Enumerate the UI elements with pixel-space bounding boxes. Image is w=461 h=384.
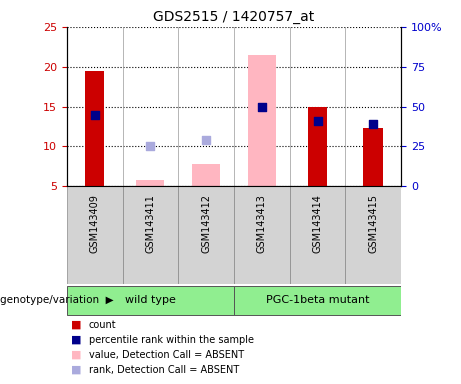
- Text: GSM143413: GSM143413: [257, 194, 267, 253]
- Bar: [136, 180, 164, 186]
- Text: rank, Detection Call = ABSENT: rank, Detection Call = ABSENT: [89, 365, 239, 375]
- Text: genotype/variation  ▶: genotype/variation ▶: [0, 295, 113, 306]
- Bar: [67, 186, 123, 284]
- Text: count: count: [89, 320, 117, 330]
- Bar: [178, 186, 234, 284]
- Text: GSM143409: GSM143409: [90, 194, 100, 253]
- Text: ■: ■: [71, 350, 82, 360]
- Title: GDS2515 / 1420757_at: GDS2515 / 1420757_at: [154, 10, 314, 25]
- Point: [91, 111, 98, 118]
- Text: GSM143411: GSM143411: [145, 194, 155, 253]
- Bar: [85, 71, 105, 186]
- Text: ■: ■: [71, 335, 82, 345]
- Bar: [248, 55, 276, 186]
- Text: PGC-1beta mutant: PGC-1beta mutant: [266, 295, 369, 306]
- Point: [202, 137, 210, 143]
- Text: percentile rank within the sample: percentile rank within the sample: [89, 335, 254, 345]
- Text: wild type: wild type: [125, 295, 176, 306]
- Bar: [308, 107, 327, 186]
- Text: value, Detection Call = ABSENT: value, Detection Call = ABSENT: [89, 350, 244, 360]
- Bar: [234, 186, 290, 284]
- Text: ■: ■: [71, 320, 82, 330]
- Bar: [67, 286, 234, 315]
- Bar: [234, 286, 401, 315]
- Point: [147, 143, 154, 149]
- Point: [314, 118, 321, 124]
- Bar: [192, 164, 220, 186]
- Point: [370, 121, 377, 127]
- Point: [258, 104, 266, 110]
- Text: ■: ■: [71, 365, 82, 375]
- Text: GSM143412: GSM143412: [201, 194, 211, 253]
- Bar: [363, 128, 383, 186]
- Bar: [345, 186, 401, 284]
- Text: GSM143415: GSM143415: [368, 194, 378, 253]
- Text: GSM143414: GSM143414: [313, 194, 323, 253]
- Bar: [290, 186, 345, 284]
- Bar: [123, 186, 178, 284]
